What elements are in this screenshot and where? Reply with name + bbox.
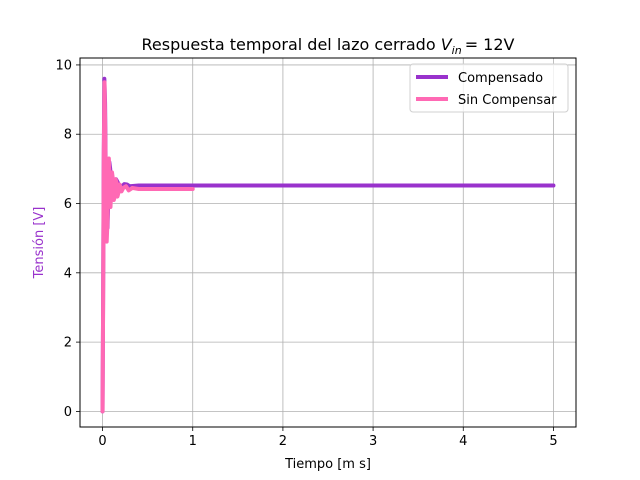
x-axis-label: Tiempo [m s] [284,457,371,472]
series-line-sin-compensar [100,80,195,414]
y-axis-label: Tensión [V] [32,207,47,280]
legend-label: Sin Compensar [458,93,557,108]
x-tick-label: 2 [279,434,287,449]
y-tick-label: 6 [64,197,72,212]
y-tick-label: 2 [64,336,72,351]
y-tick-label: 10 [55,58,72,73]
x-tick-label: 5 [549,434,557,449]
x-tick-label: 0 [98,434,106,449]
y-tick-label: 8 [64,128,72,143]
grid [80,58,576,427]
legend-label: Compensado [458,71,543,86]
chart-title-math-value: = 12V [465,35,515,54]
chart-title-text: Respuesta temporal del lazo cerrado [142,35,436,54]
x-tick-label: 3 [369,434,377,449]
legend-box [409,63,569,113]
series-layer [100,76,556,414]
legend: Compensado Sin Compensar [409,63,569,113]
chart-title: Respuesta temporal del lazo cerrado Vin =… [142,35,515,57]
x-tick-label: 4 [459,434,467,449]
chart-title-math-subscript: in [452,44,462,57]
chart-title-math-variable: V [441,35,453,54]
axis-ticks: 0 1 2 3 4 5 0 2 4 6 8 10 [55,58,557,449]
x-tick-label: 1 [189,434,197,449]
y-tick-label: 4 [64,266,72,281]
y-tick-label: 0 [64,405,72,420]
plot-frame [79,57,577,428]
